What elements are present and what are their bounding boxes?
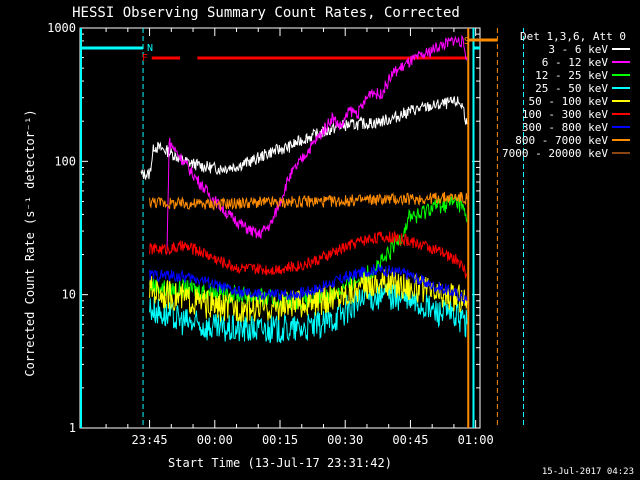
- legend-label: 7000 - 20000 keV: [502, 147, 608, 160]
- series-line: [149, 263, 468, 304]
- night-marker-label: N: [147, 43, 153, 54]
- legend-label: 12 - 25 keV: [535, 69, 608, 82]
- x-tick-label: 00:45: [392, 433, 428, 447]
- y-tick-label: 100: [54, 154, 76, 168]
- x-axis: 23:45 00:00 00:15 00:30 00:45 01:00: [105, 28, 494, 447]
- x-tick-label: 01:00: [458, 433, 494, 447]
- series-lines: [140, 34, 468, 344]
- series-line: [166, 34, 468, 254]
- chart-title: HESSI Observing Summary Count Rates, Cor…: [72, 5, 460, 21]
- series-line: [149, 191, 468, 211]
- legend-label: 100 - 300 keV: [522, 108, 608, 121]
- series-line: [149, 230, 468, 279]
- generation-timestamp: 15-Jul-2017 04:23: [542, 467, 634, 477]
- legend-label: 800 - 7000 keV: [515, 134, 608, 147]
- legend-label: 25 - 50 keV: [535, 82, 608, 95]
- legend-title: Det 1,3,6, Att 0: [520, 30, 626, 43]
- saa-marker-label: S: [464, 36, 470, 47]
- legend-label: 300 - 800 keV: [522, 121, 608, 134]
- plot-frame: [79, 27, 481, 429]
- x-tick-label: 23:45: [132, 433, 168, 447]
- y-tick-label: 1: [69, 421, 76, 435]
- flare-marker-label: F: [142, 53, 148, 64]
- legend-label: 3 - 6 keV: [548, 43, 608, 56]
- legend-label: 50 - 100 keV: [529, 95, 609, 108]
- x-axis-label: Start Time (13-Jul-17 23:31:42): [168, 456, 392, 470]
- series-line: [140, 96, 468, 180]
- x-tick-label: 00:00: [197, 433, 233, 447]
- y-axis-label: Corrected Count Rate (s⁻¹ detector⁻¹): [23, 109, 37, 376]
- y-tick-label: 10: [62, 288, 76, 302]
- observing-intervals: NF S: [80, 28, 524, 428]
- series-line: [149, 268, 468, 323]
- legend-label: 6 - 12 keV: [542, 56, 609, 69]
- x-tick-label: 00:15: [262, 433, 298, 447]
- x-tick-label: 00:30: [327, 433, 363, 447]
- y-tick-label: 1000: [47, 21, 76, 35]
- y-axis: 1 10 100 1000: [47, 21, 480, 435]
